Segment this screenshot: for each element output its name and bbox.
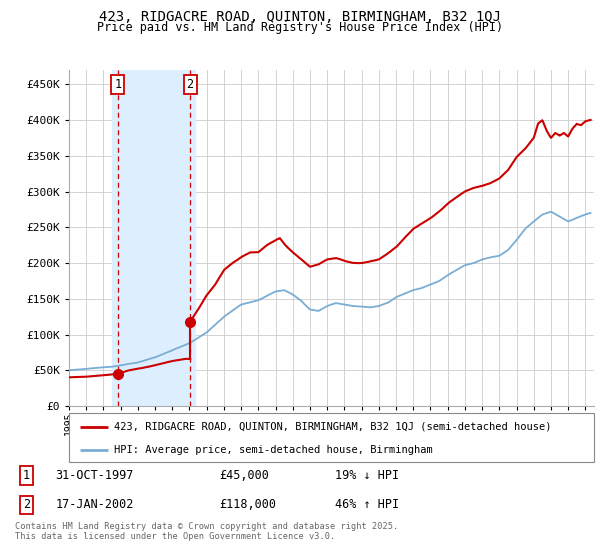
Bar — [112, 70, 194, 406]
Text: 2: 2 — [23, 498, 30, 511]
Text: 17-JAN-2002: 17-JAN-2002 — [55, 498, 134, 511]
Text: 2: 2 — [187, 78, 194, 91]
Text: 423, RIDGACRE ROAD, QUINTON, BIRMINGHAM, B32 1QJ: 423, RIDGACRE ROAD, QUINTON, BIRMINGHAM,… — [99, 10, 501, 24]
Text: 46% ↑ HPI: 46% ↑ HPI — [335, 498, 398, 511]
Text: Contains HM Land Registry data © Crown copyright and database right 2025.
This d: Contains HM Land Registry data © Crown c… — [15, 522, 398, 542]
Text: 1: 1 — [114, 78, 121, 91]
Text: 31-OCT-1997: 31-OCT-1997 — [55, 469, 134, 482]
Text: £118,000: £118,000 — [220, 498, 277, 511]
FancyBboxPatch shape — [69, 413, 594, 462]
Text: 423, RIDGACRE ROAD, QUINTON, BIRMINGHAM, B32 1QJ (semi-detached house): 423, RIDGACRE ROAD, QUINTON, BIRMINGHAM,… — [113, 422, 551, 432]
Text: 1: 1 — [23, 469, 30, 482]
Text: HPI: Average price, semi-detached house, Birmingham: HPI: Average price, semi-detached house,… — [113, 445, 433, 455]
Text: £45,000: £45,000 — [220, 469, 269, 482]
Text: Price paid vs. HM Land Registry's House Price Index (HPI): Price paid vs. HM Land Registry's House … — [97, 21, 503, 34]
Text: 19% ↓ HPI: 19% ↓ HPI — [335, 469, 398, 482]
